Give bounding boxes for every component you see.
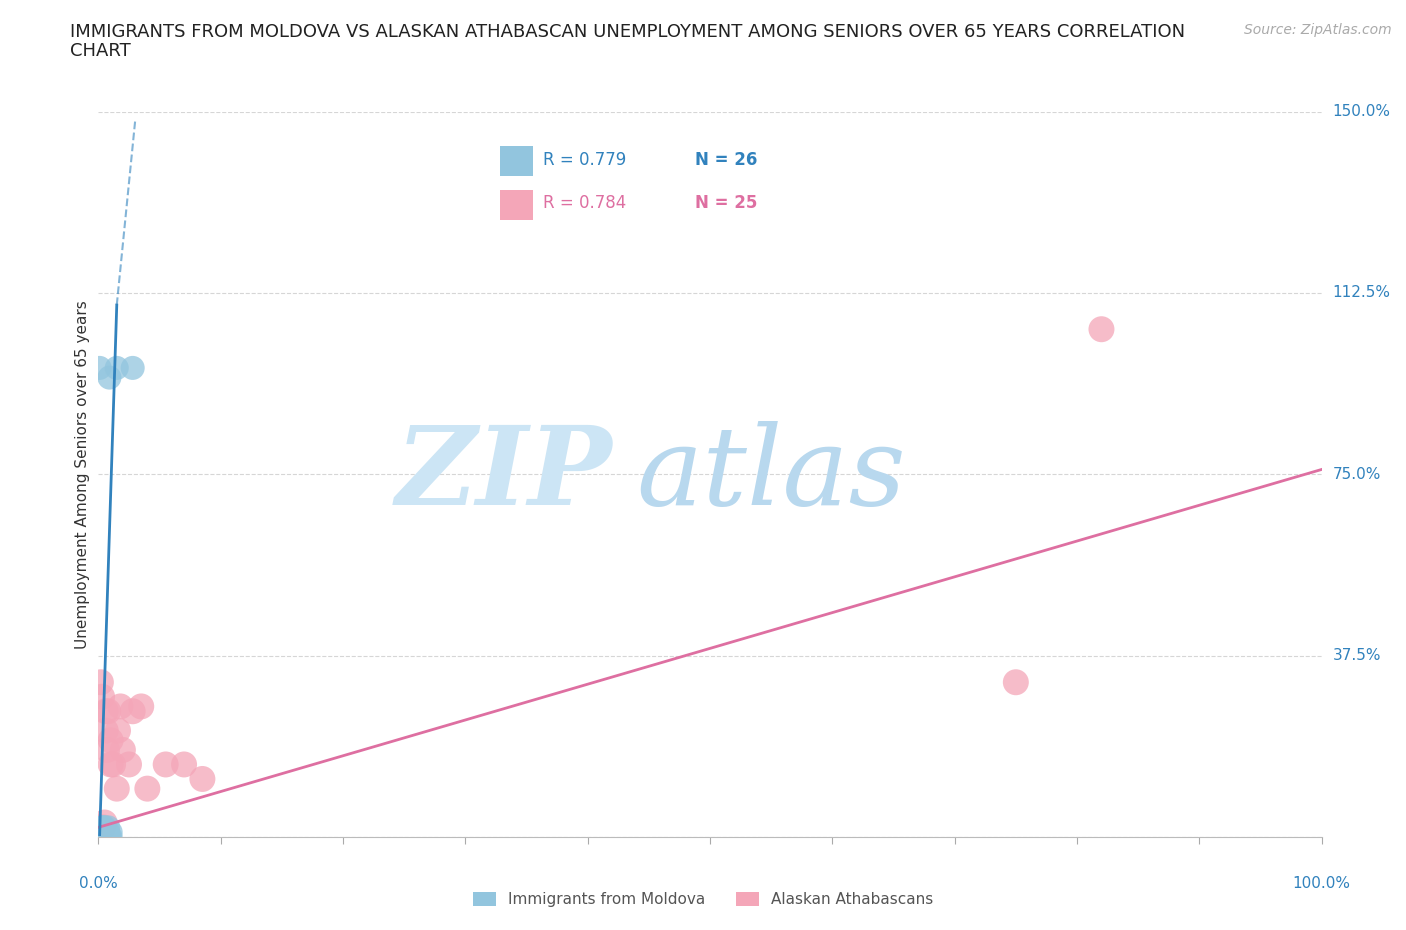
Point bbox=[93, 830, 115, 844]
Point bbox=[93, 820, 115, 835]
Point bbox=[89, 361, 111, 376]
Text: 100.0%: 100.0% bbox=[1292, 876, 1351, 891]
Point bbox=[91, 820, 114, 835]
Point bbox=[89, 830, 111, 844]
Point bbox=[93, 825, 115, 840]
Point bbox=[191, 772, 214, 787]
Point bbox=[96, 742, 118, 757]
Point bbox=[96, 830, 118, 844]
Point bbox=[93, 815, 115, 830]
Point bbox=[98, 370, 121, 385]
Point bbox=[129, 699, 152, 714]
Text: 0.0%: 0.0% bbox=[79, 876, 118, 891]
Point bbox=[91, 825, 114, 840]
Point bbox=[105, 361, 128, 376]
Point bbox=[1090, 322, 1112, 337]
Text: 112.5%: 112.5% bbox=[1333, 286, 1391, 300]
Point bbox=[89, 820, 111, 835]
Point bbox=[136, 781, 159, 796]
Text: atlas: atlas bbox=[637, 420, 907, 528]
Point bbox=[90, 825, 112, 840]
Point bbox=[100, 757, 122, 772]
Point bbox=[91, 825, 114, 840]
Text: IMMIGRANTS FROM MOLDOVA VS ALASKAN ATHABASCAN UNEMPLOYMENT AMONG SENIORS OVER 65: IMMIGRANTS FROM MOLDOVA VS ALASKAN ATHAB… bbox=[70, 23, 1185, 41]
Text: 37.5%: 37.5% bbox=[1333, 648, 1381, 663]
Point bbox=[91, 820, 114, 835]
Point bbox=[173, 757, 195, 772]
Legend: Immigrants from Moldova, Alaskan Athabascans: Immigrants from Moldova, Alaskan Athabas… bbox=[467, 885, 939, 913]
Point bbox=[100, 733, 122, 748]
Point bbox=[91, 830, 114, 844]
Point bbox=[90, 675, 112, 690]
Point bbox=[93, 830, 115, 844]
Point bbox=[155, 757, 177, 772]
Point bbox=[98, 830, 121, 844]
Point bbox=[97, 820, 120, 835]
Point bbox=[91, 689, 114, 704]
Point bbox=[94, 724, 117, 738]
Text: Source: ZipAtlas.com: Source: ZipAtlas.com bbox=[1244, 23, 1392, 37]
Point bbox=[105, 781, 128, 796]
Point bbox=[121, 361, 143, 376]
Point bbox=[101, 757, 124, 772]
Point bbox=[107, 724, 129, 738]
Point bbox=[94, 704, 117, 719]
Point bbox=[91, 830, 114, 844]
Point bbox=[96, 825, 118, 840]
Point bbox=[94, 830, 117, 844]
Point bbox=[111, 742, 134, 757]
Point bbox=[110, 699, 132, 714]
Point bbox=[94, 825, 117, 840]
Point bbox=[118, 757, 141, 772]
Text: ZIP: ZIP bbox=[395, 420, 612, 528]
Point bbox=[1004, 675, 1026, 690]
Point bbox=[97, 704, 120, 719]
Point bbox=[90, 830, 112, 844]
Point bbox=[97, 825, 120, 840]
Point bbox=[100, 830, 122, 844]
Point bbox=[100, 825, 122, 840]
Text: 150.0%: 150.0% bbox=[1333, 104, 1391, 119]
Point bbox=[121, 704, 143, 719]
Text: CHART: CHART bbox=[70, 42, 131, 60]
Point bbox=[91, 820, 114, 835]
Text: 75.0%: 75.0% bbox=[1333, 467, 1381, 482]
Y-axis label: Unemployment Among Seniors over 65 years: Unemployment Among Seniors over 65 years bbox=[75, 300, 90, 649]
